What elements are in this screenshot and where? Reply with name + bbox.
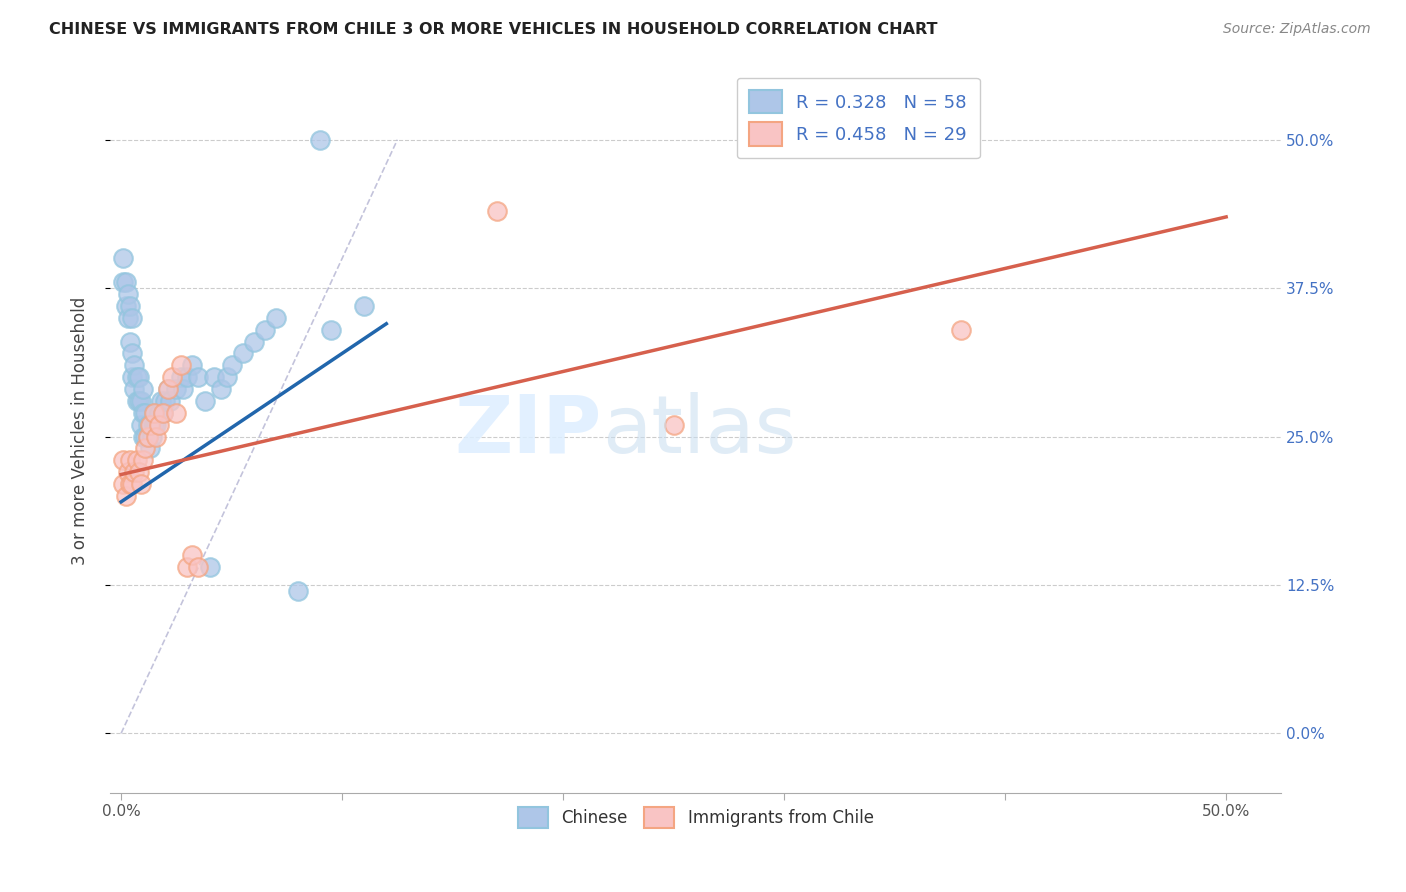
Point xyxy=(242,334,264,349)
Point xyxy=(319,323,342,337)
Point xyxy=(117,465,139,479)
Point xyxy=(112,477,135,491)
Point xyxy=(159,393,181,408)
Point xyxy=(125,393,148,408)
Point xyxy=(165,406,187,420)
Point xyxy=(187,560,209,574)
Point xyxy=(114,299,136,313)
Point xyxy=(148,406,170,420)
Point xyxy=(124,382,146,396)
Point xyxy=(118,453,141,467)
Point xyxy=(124,359,146,373)
Point xyxy=(136,417,159,432)
Point xyxy=(152,406,174,420)
Point xyxy=(156,382,179,396)
Point xyxy=(202,370,225,384)
Point xyxy=(170,370,193,384)
Point xyxy=(121,346,143,360)
Point xyxy=(114,489,136,503)
Point xyxy=(176,560,198,574)
Point xyxy=(132,382,155,396)
Point xyxy=(485,204,508,219)
Point xyxy=(155,393,177,408)
Point xyxy=(180,359,202,373)
Point xyxy=(170,359,193,373)
Point xyxy=(125,370,148,384)
Text: Source: ZipAtlas.com: Source: ZipAtlas.com xyxy=(1223,22,1371,37)
Point xyxy=(143,406,166,420)
Point xyxy=(309,133,332,147)
Point xyxy=(152,406,174,420)
Point xyxy=(139,417,162,432)
Point xyxy=(132,406,155,420)
Point xyxy=(148,417,170,432)
Point xyxy=(232,346,254,360)
Point xyxy=(139,442,162,456)
Point xyxy=(112,453,135,467)
Point xyxy=(136,429,159,443)
Point xyxy=(194,393,217,408)
Point xyxy=(129,477,152,491)
Point xyxy=(156,382,179,396)
Point xyxy=(145,429,167,443)
Point xyxy=(134,429,156,443)
Text: CHINESE VS IMMIGRANTS FROM CHILE 3 OR MORE VEHICLES IN HOUSEHOLD CORRELATION CHA: CHINESE VS IMMIGRANTS FROM CHILE 3 OR MO… xyxy=(49,22,938,37)
Point xyxy=(662,417,685,432)
Point xyxy=(143,406,166,420)
Point xyxy=(132,429,155,443)
Point xyxy=(132,453,155,467)
Point xyxy=(221,359,243,373)
Point xyxy=(253,323,276,337)
Point xyxy=(118,299,141,313)
Point xyxy=(264,310,287,325)
Y-axis label: 3 or more Vehicles in Household: 3 or more Vehicles in Household xyxy=(72,296,89,565)
Point xyxy=(353,299,375,313)
Point xyxy=(160,370,183,384)
Point xyxy=(129,417,152,432)
Point xyxy=(141,429,163,443)
Point xyxy=(117,310,139,325)
Point xyxy=(143,417,166,432)
Point xyxy=(165,382,187,396)
Point xyxy=(121,370,143,384)
Point xyxy=(149,393,172,408)
Point xyxy=(209,382,232,396)
Point xyxy=(139,417,162,432)
Point xyxy=(217,370,239,384)
Point xyxy=(118,334,141,349)
Point xyxy=(134,406,156,420)
Point xyxy=(187,370,209,384)
Point xyxy=(128,465,150,479)
Point xyxy=(121,310,143,325)
Point xyxy=(121,477,143,491)
Point xyxy=(112,275,135,289)
Point xyxy=(125,453,148,467)
Point xyxy=(114,275,136,289)
Point xyxy=(176,370,198,384)
Legend: Chinese, Immigrants from Chile: Chinese, Immigrants from Chile xyxy=(512,800,880,835)
Point xyxy=(287,583,309,598)
Point xyxy=(129,393,152,408)
Point xyxy=(180,548,202,562)
Text: ZIP: ZIP xyxy=(454,392,602,469)
Text: atlas: atlas xyxy=(602,392,796,469)
Point xyxy=(134,442,156,456)
Point xyxy=(145,417,167,432)
Point xyxy=(128,393,150,408)
Point xyxy=(198,560,221,574)
Point xyxy=(128,370,150,384)
Point xyxy=(949,323,972,337)
Point xyxy=(112,252,135,266)
Point xyxy=(136,429,159,443)
Point xyxy=(172,382,194,396)
Point xyxy=(124,465,146,479)
Point xyxy=(118,477,141,491)
Point xyxy=(117,287,139,301)
